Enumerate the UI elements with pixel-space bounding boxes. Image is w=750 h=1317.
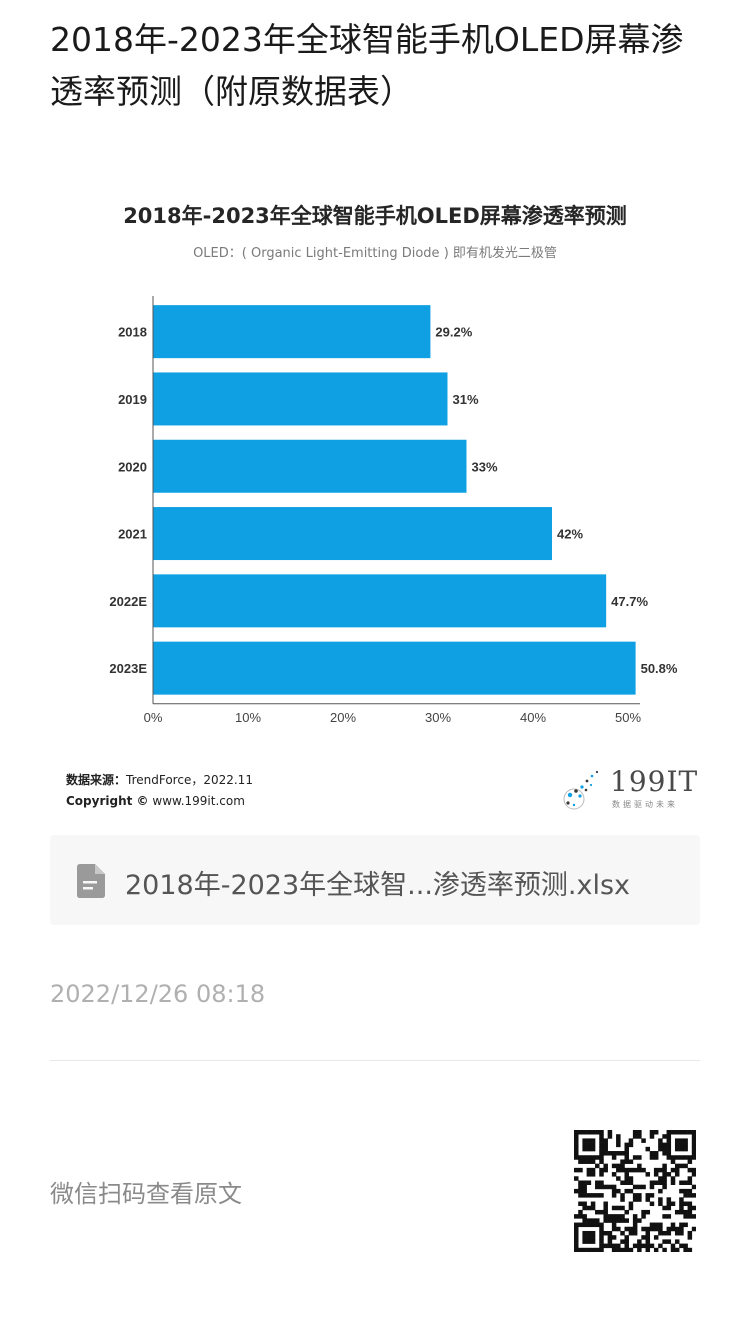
bar-2021 (153, 507, 552, 561)
category-label-2023E: 2023E (109, 661, 147, 676)
qr-hint-text: 微信扫码查看原文 (50, 1180, 242, 1208)
category-label-2021: 2021 (118, 527, 147, 542)
logo-dots-icon (563, 770, 599, 810)
x-tick-label: 50% (615, 710, 641, 725)
attachment-file-card[interactable]: 2018年-2023年全球智...渗透率预测.xlsx (50, 835, 700, 925)
chart-subtitle: OLED：( Organic Light-Emitting Diode ) 即有… (193, 246, 557, 261)
publish-timestamp: 2022/12/26 08:18 (50, 980, 266, 1008)
bar-2022E (153, 574, 607, 628)
category-label-2022E: 2022E (109, 594, 147, 609)
source-label: 数据来源： (66, 773, 127, 787)
source-note: 数据来源：TrendForce，2022.11 Copyright © www.… (66, 770, 253, 812)
x-tick-label: 30% (425, 710, 451, 725)
data-label-2023E: 50.8% (641, 661, 678, 676)
bar-chart: 2018 29.2% 2019 31% 2020 33% 2021 42% 2022E 47.7%… (109, 296, 678, 725)
bar-2018 (153, 305, 431, 359)
x-tick-label: 0% (144, 710, 163, 725)
divider (50, 1060, 700, 1061)
logo-text: 199IT (610, 765, 699, 798)
brand-logo: 199IT 数据驱动未来 (560, 765, 700, 811)
source-value: TrendForce，2022.11 (126, 773, 253, 787)
category-label-2019: 2019 (118, 392, 147, 407)
data-label-2019: 31% (453, 392, 479, 407)
bar-2023E (153, 641, 636, 695)
data-label-2021: 42% (557, 527, 583, 542)
logo-tagline: 数据驱动未来 (612, 800, 678, 809)
qr-code-icon[interactable] (574, 1130, 696, 1252)
data-label-2018: 29.2% (435, 325, 472, 340)
page-title: 2018年-2023年全球智能手机OLED屏幕渗透率预测（附原数据表） (50, 20, 684, 111)
copyright-label: Copyright © (66, 794, 149, 808)
attachment-file-name[interactable]: 2018年-2023年全球智...渗透率预测.xlsx (125, 870, 631, 901)
chart-title: 2018年-2023年全球智能手机OLED屏幕渗透率预测 (123, 204, 627, 228)
chart-figure: 2018年-2023年全球智能手机OLED屏幕渗透率预测 OLED：( Orga… (50, 180, 700, 820)
x-tick-label: 20% (330, 710, 356, 725)
data-label-2022E: 47.7% (611, 594, 648, 609)
document-icon (77, 864, 105, 898)
category-label-2018: 2018 (118, 325, 147, 340)
x-tick-label: 10% (235, 710, 261, 725)
data-label-2020: 33% (472, 459, 498, 474)
category-label-2020: 2020 (118, 459, 147, 474)
x-tick-label: 40% (520, 710, 546, 725)
copyright-value: www.199it.com (152, 794, 245, 808)
bar-2019 (153, 372, 448, 426)
bar-2020 (153, 439, 467, 493)
